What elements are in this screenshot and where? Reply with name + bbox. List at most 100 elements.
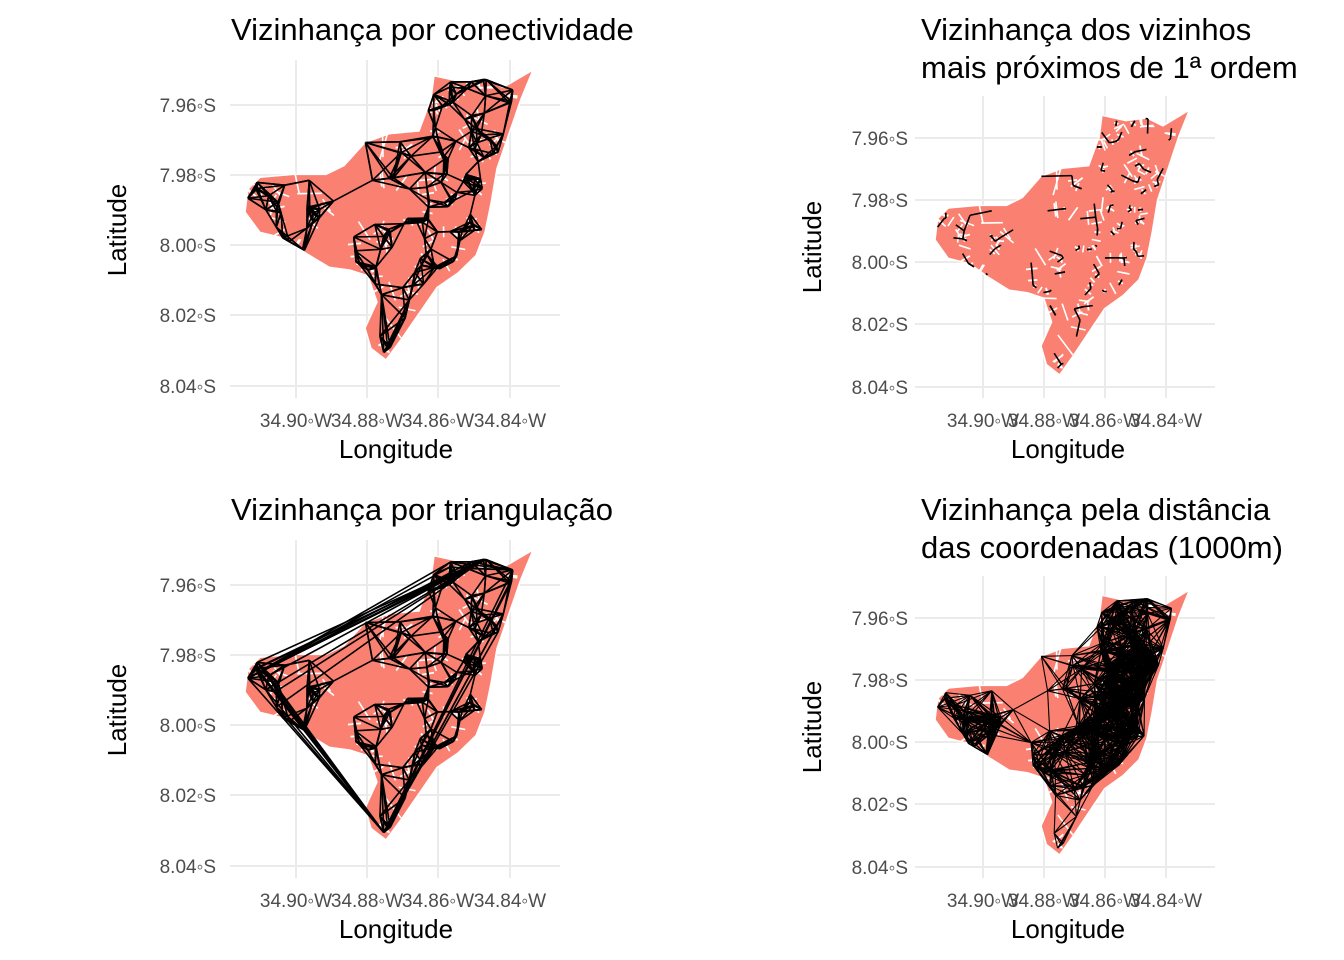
neighbour-link bbox=[410, 631, 441, 637]
neighbour-link bbox=[455, 240, 461, 256]
neighbour-link bbox=[446, 653, 464, 663]
neighbour-link bbox=[455, 610, 472, 622]
neighbour-link bbox=[379, 335, 391, 348]
neighbour-link bbox=[474, 628, 494, 635]
y-tick-label: 8.04◦S bbox=[160, 377, 216, 398]
neighbour-link bbox=[1120, 174, 1134, 182]
neighbour-link bbox=[353, 235, 384, 238]
x-axis-title: Longitude bbox=[339, 434, 453, 464]
neighbour-link bbox=[303, 217, 320, 251]
border-segment bbox=[1139, 124, 1154, 128]
neighbour-link bbox=[1135, 217, 1145, 222]
neighbour-link bbox=[410, 615, 434, 637]
neighbour-link bbox=[468, 142, 478, 149]
neighbour-link bbox=[372, 177, 390, 182]
neighbour-link bbox=[1092, 753, 1100, 786]
border-segment bbox=[1130, 245, 1140, 249]
neighbour-link bbox=[1080, 216, 1096, 220]
neighbour-link bbox=[374, 266, 378, 285]
y-tick-label: 7.96◦S bbox=[160, 96, 216, 117]
neighbour-link bbox=[969, 690, 992, 696]
neighbour-link bbox=[1065, 655, 1073, 689]
border-segment bbox=[1123, 124, 1130, 135]
neighbour-link bbox=[1146, 618, 1171, 630]
neighbour-link bbox=[1143, 649, 1147, 670]
neighbour-link bbox=[1124, 731, 1137, 747]
neighbour-link bbox=[1100, 634, 1130, 651]
neighbour-link bbox=[1134, 600, 1171, 620]
neighbour-link bbox=[468, 147, 479, 163]
neighbour-link bbox=[1043, 772, 1075, 790]
neighbour-link bbox=[450, 561, 513, 571]
city-region bbox=[934, 108, 1191, 377]
neighbour-link bbox=[1137, 669, 1147, 691]
neighbour-link bbox=[424, 171, 442, 183]
neighbour-link bbox=[961, 253, 970, 264]
neighbour-link bbox=[1041, 655, 1072, 657]
neighbour-link bbox=[1075, 247, 1080, 252]
neighbour-link bbox=[1012, 709, 1050, 732]
neighbour-link bbox=[1012, 709, 1032, 743]
neighbour-link bbox=[447, 620, 457, 640]
neighbour-link bbox=[308, 659, 335, 682]
neighbour-link bbox=[485, 94, 512, 103]
neighbour-link bbox=[402, 283, 424, 289]
neighbour-link bbox=[1040, 655, 1063, 690]
neighbour-link bbox=[1106, 634, 1130, 666]
neighbour-link bbox=[1073, 788, 1077, 817]
neighbour-link bbox=[1083, 304, 1093, 308]
neighbour-link bbox=[1092, 759, 1123, 787]
neighbour-link bbox=[1074, 698, 1081, 731]
neighbour-link bbox=[416, 222, 426, 240]
neighbour-link bbox=[1075, 800, 1081, 817]
neighbour-link bbox=[1072, 665, 1097, 698]
neighbour-link bbox=[456, 181, 465, 193]
neighbour-link bbox=[1116, 600, 1130, 636]
neighbour-link bbox=[456, 78, 484, 95]
neighbour-link bbox=[452, 101, 473, 117]
neighbour-link bbox=[464, 599, 473, 612]
neighbour-link bbox=[458, 708, 482, 713]
neighbour-link bbox=[425, 217, 439, 233]
neighbour-link bbox=[1117, 131, 1123, 140]
neighbour-link bbox=[434, 734, 458, 748]
neighbour-link bbox=[459, 224, 474, 242]
neighbour-link bbox=[468, 622, 478, 629]
neighbour-link bbox=[374, 223, 391, 233]
neighbour-link bbox=[1047, 664, 1074, 692]
neighbour-link bbox=[353, 236, 381, 251]
x-tick-label: 34.86◦W bbox=[1069, 411, 1141, 432]
neighbour-link bbox=[1090, 767, 1105, 773]
neighbour-link bbox=[470, 112, 485, 132]
neighbour-link bbox=[424, 172, 428, 188]
neighbour-link bbox=[282, 237, 305, 251]
neighbour-link bbox=[380, 246, 393, 251]
neighbour-link bbox=[1101, 600, 1118, 628]
neighbour-link bbox=[355, 248, 381, 252]
neighbour-link bbox=[359, 263, 377, 268]
neighbour-link bbox=[375, 726, 393, 748]
neighbour-link bbox=[1101, 600, 1136, 628]
neighbour-link bbox=[1115, 138, 1120, 143]
neighbour-link bbox=[284, 179, 310, 186]
neighbour-link bbox=[432, 615, 457, 622]
neighbour-link bbox=[962, 733, 990, 736]
neighbour-link bbox=[423, 238, 432, 250]
neighbour-link bbox=[480, 134, 498, 147]
neighbour-link bbox=[1064, 724, 1096, 753]
neighbour-link bbox=[1049, 729, 1076, 732]
y-tick-label: 8.04◦S bbox=[160, 857, 216, 878]
y-tick-label: 7.98◦S bbox=[160, 646, 216, 667]
neighbour-link bbox=[1169, 128, 1173, 139]
neighbour-link bbox=[275, 202, 279, 228]
neighbour-link bbox=[1075, 785, 1094, 817]
neighbour-link bbox=[423, 699, 430, 719]
neighbour-link bbox=[424, 639, 445, 654]
neighbour-link bbox=[1103, 642, 1136, 647]
neighbour-link bbox=[1123, 738, 1126, 747]
neighbour-link bbox=[421, 701, 438, 713]
neighbour-link bbox=[1138, 163, 1145, 170]
neighbour-link bbox=[1130, 120, 1136, 128]
neighbour-link bbox=[375, 266, 383, 295]
neighbour-link bbox=[449, 81, 454, 103]
